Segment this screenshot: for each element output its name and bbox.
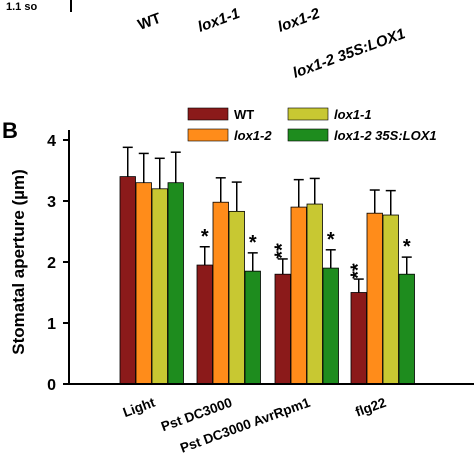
y-axis-label: Stomatal aperture (µm) (9, 169, 28, 355)
genotype-label-lox1-2: lox1-2 (276, 5, 323, 36)
legend-swatch (187, 107, 229, 121)
significance-star: * (403, 236, 411, 258)
y-tick-label: 4 (47, 133, 56, 150)
legend-label: lox1-2 35S:LOX1 (334, 128, 437, 143)
significance-star: * (327, 229, 335, 251)
bar (196, 264, 213, 385)
x-tick-label: Pst DC3000 AvrRpm1 (178, 395, 312, 456)
genotype-label-lox1-1: lox1-1 (196, 5, 243, 36)
bar (290, 206, 307, 385)
genotype-label-wt: WT (136, 10, 164, 34)
bars: * * ****** (119, 146, 415, 385)
bar (398, 273, 415, 385)
bar (322, 267, 339, 385)
significance-star: * (201, 226, 209, 248)
bar (274, 273, 291, 385)
y-tick-label: 1 (47, 316, 56, 333)
bar (244, 270, 261, 385)
panel-a-cut-label: 1.1 so (6, 1, 37, 13)
legend-swatch (187, 128, 229, 142)
y-tick-label: 0 (47, 377, 56, 394)
significance-star: ** (348, 263, 370, 279)
significance-star: ** (272, 243, 294, 259)
y-tick-label: 3 (47, 194, 56, 211)
x-tick-label: flg22 (353, 395, 388, 420)
x-tick-label: Light (121, 395, 158, 421)
bar (167, 182, 184, 385)
legend-label: lox1-1 (334, 107, 372, 122)
bar (119, 176, 136, 385)
panel-a-fragment: 1.1 so WT lox1-1 lox1-2 lox1-2 35S:LOX1 (6, 0, 408, 82)
genotype-label-lox1-2-35s: lox1-2 35S:LOX1 (291, 25, 408, 81)
legend-label: WT (234, 107, 254, 122)
legend-label: lox1-2 (234, 128, 272, 143)
bar (306, 203, 323, 385)
legend-swatch (287, 128, 329, 142)
bar (228, 210, 245, 385)
panel-letter: B (2, 118, 18, 143)
bar (350, 292, 367, 385)
bar (366, 212, 383, 385)
legend: WT lox1-1 lox1-2 lox1-2 35S:LOX1 (187, 107, 437, 143)
y-axis: 0 1 2 3 4 (47, 130, 70, 394)
bar (382, 214, 399, 385)
significance-star: * (249, 232, 257, 254)
y-tick-label: 2 (47, 255, 56, 272)
bar (135, 182, 152, 385)
legend-swatch (287, 107, 329, 121)
bar (151, 188, 168, 385)
bar (212, 201, 229, 385)
